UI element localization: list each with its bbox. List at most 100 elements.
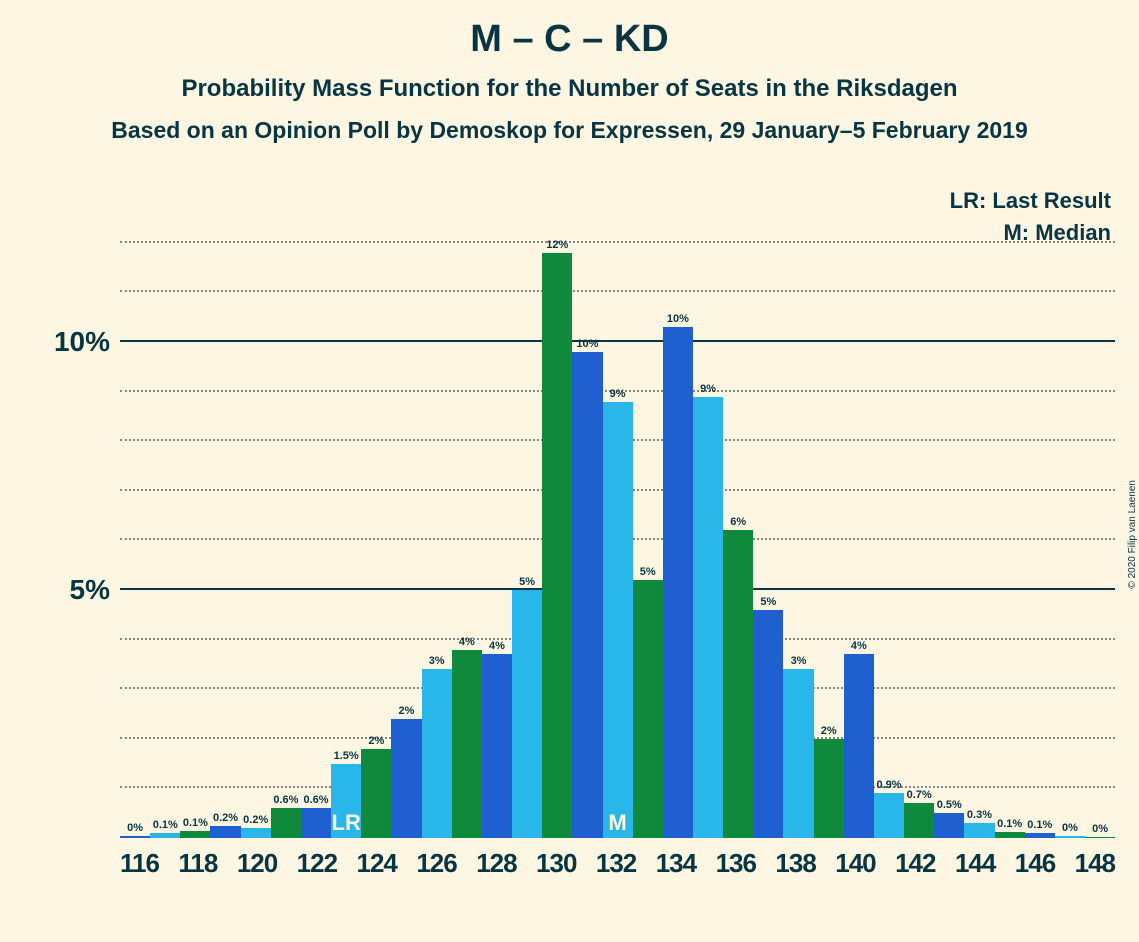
bar: 0.7% (904, 803, 934, 838)
bar-value-label: 2% (399, 705, 415, 717)
bar-group: 5% (753, 218, 783, 838)
bar: 0% (1085, 837, 1115, 838)
bars-container: 0%0.1%0.1%0.2%0.2%0.6%0.6%1.5%LR2%2%3%4%… (120, 218, 1115, 838)
bar-value-label: 4% (851, 640, 867, 652)
bar-value-label: 0.2% (243, 814, 268, 826)
bar-group: 0.3% (964, 218, 994, 838)
bar-group: 3% (783, 218, 813, 838)
bar: 6% (723, 530, 753, 838)
bar-value-label: 9% (610, 388, 626, 400)
bar: 10% (572, 352, 602, 838)
y-axis-label: 10% (54, 326, 110, 358)
x-axis-label: 126 (416, 848, 456, 879)
x-axis-label: 136 (716, 848, 756, 879)
bar-group: 0% (1055, 218, 1085, 838)
x-axis-label (935, 848, 954, 879)
bar-value-label: 0.3% (967, 809, 992, 821)
bar-value-label: 0.6% (273, 794, 298, 806)
bar-group: 4% (452, 218, 482, 838)
x-axis-label (397, 848, 416, 879)
x-axis-label (337, 848, 356, 879)
bar: 0.6% (301, 808, 331, 838)
bar-value-label: 0.6% (303, 794, 328, 806)
bar: 0% (120, 836, 150, 838)
x-axis-label: 134 (656, 848, 696, 879)
bar: 3% (422, 669, 452, 838)
x-axis-label (816, 848, 835, 879)
x-axis-label (756, 848, 775, 879)
x-axis-label: 146 (1015, 848, 1055, 879)
bar-value-label: 1.5% (334, 750, 359, 762)
bar-group: 6% (723, 218, 753, 838)
annotation-m: M (608, 810, 626, 836)
bar-value-label: 6% (730, 516, 746, 528)
bar: 5% (753, 610, 783, 838)
bar: 9%M (603, 402, 633, 838)
bar-value-label: 5% (760, 596, 776, 608)
x-axis-label (277, 848, 296, 879)
bar-group: 0.6% (271, 218, 301, 838)
bar-value-label: 0% (127, 822, 143, 834)
bar: 2% (391, 719, 421, 838)
x-axis-label (576, 848, 595, 879)
x-axis-label: 118 (178, 848, 217, 879)
bar-value-label: 0.1% (997, 818, 1022, 830)
bar-value-label: 2% (368, 735, 384, 747)
copyright: © 2020 Filip van Laenen (1128, 480, 1139, 589)
bar-group: 10% (572, 218, 602, 838)
bar-group: 0.1% (180, 218, 210, 838)
bar: 5% (512, 590, 542, 838)
bar-group: 12% (542, 218, 572, 838)
bar-value-label: 10% (667, 313, 689, 325)
bar-value-label: 2% (821, 725, 837, 737)
bar-group: 3% (422, 218, 452, 838)
bar: 0.1% (995, 832, 1025, 838)
x-axis-label (517, 848, 536, 879)
x-axis-label: 130 (536, 848, 576, 879)
bar-group: 2% (361, 218, 391, 838)
annotation-lr: LR (332, 810, 361, 836)
bar: 0.1% (150, 833, 180, 838)
bar: 1.5%LR (331, 764, 361, 838)
bar-value-label: 0.1% (183, 817, 208, 829)
y-axis-label: 5% (70, 574, 110, 606)
bar-value-label: 3% (791, 655, 807, 667)
bar: 2% (814, 739, 844, 838)
x-axis-label (636, 848, 655, 879)
bar-group: 0.1% (150, 218, 180, 838)
chart-subtitle: Probability Mass Function for the Number… (0, 75, 1139, 103)
chart-title: M – C – KD (0, 18, 1139, 61)
bar: 0.1% (1025, 833, 1055, 838)
bar-group: 0% (1085, 218, 1115, 838)
bar-group: 0.2% (241, 218, 271, 838)
bar-group: 0.1% (1025, 218, 1055, 838)
bar: 0.1% (180, 831, 210, 838)
bar-value-label: 9% (700, 383, 716, 395)
bar-group: 5% (633, 218, 663, 838)
x-axis-label (159, 848, 178, 879)
bar-value-label: 4% (489, 640, 505, 652)
bar-group: 0.9% (874, 218, 904, 838)
bar: 4% (844, 654, 874, 838)
plot-area: 5%10%0%0.1%0.1%0.2%0.2%0.6%0.6%1.5%LR2%2… (120, 218, 1115, 838)
x-axis-label: 144 (955, 848, 995, 879)
bar-group: 9% (693, 218, 723, 838)
x-axis-label: 122 (297, 848, 337, 879)
bar: 2% (361, 749, 391, 838)
bar: 10% (663, 327, 693, 838)
bar: 3% (783, 669, 813, 838)
bar: 0.6% (271, 808, 301, 838)
bar-value-label: 0.1% (153, 819, 178, 831)
chart-container: M – C – KD Probability Mass Function for… (0, 18, 1139, 942)
bar: 0.3% (964, 823, 994, 838)
bar-value-label: 12% (546, 239, 568, 251)
bar-value-label: 3% (429, 655, 445, 667)
x-axis-label: 142 (895, 848, 935, 879)
bar-value-label: 5% (519, 576, 535, 588)
bar-value-label: 0.1% (1027, 819, 1052, 831)
x-axis-label (696, 848, 715, 879)
bar-value-label: 5% (640, 566, 656, 578)
x-axis-label: 140 (835, 848, 875, 879)
legend-lr: LR: Last Result (950, 188, 1111, 214)
bar: 5% (633, 580, 663, 838)
